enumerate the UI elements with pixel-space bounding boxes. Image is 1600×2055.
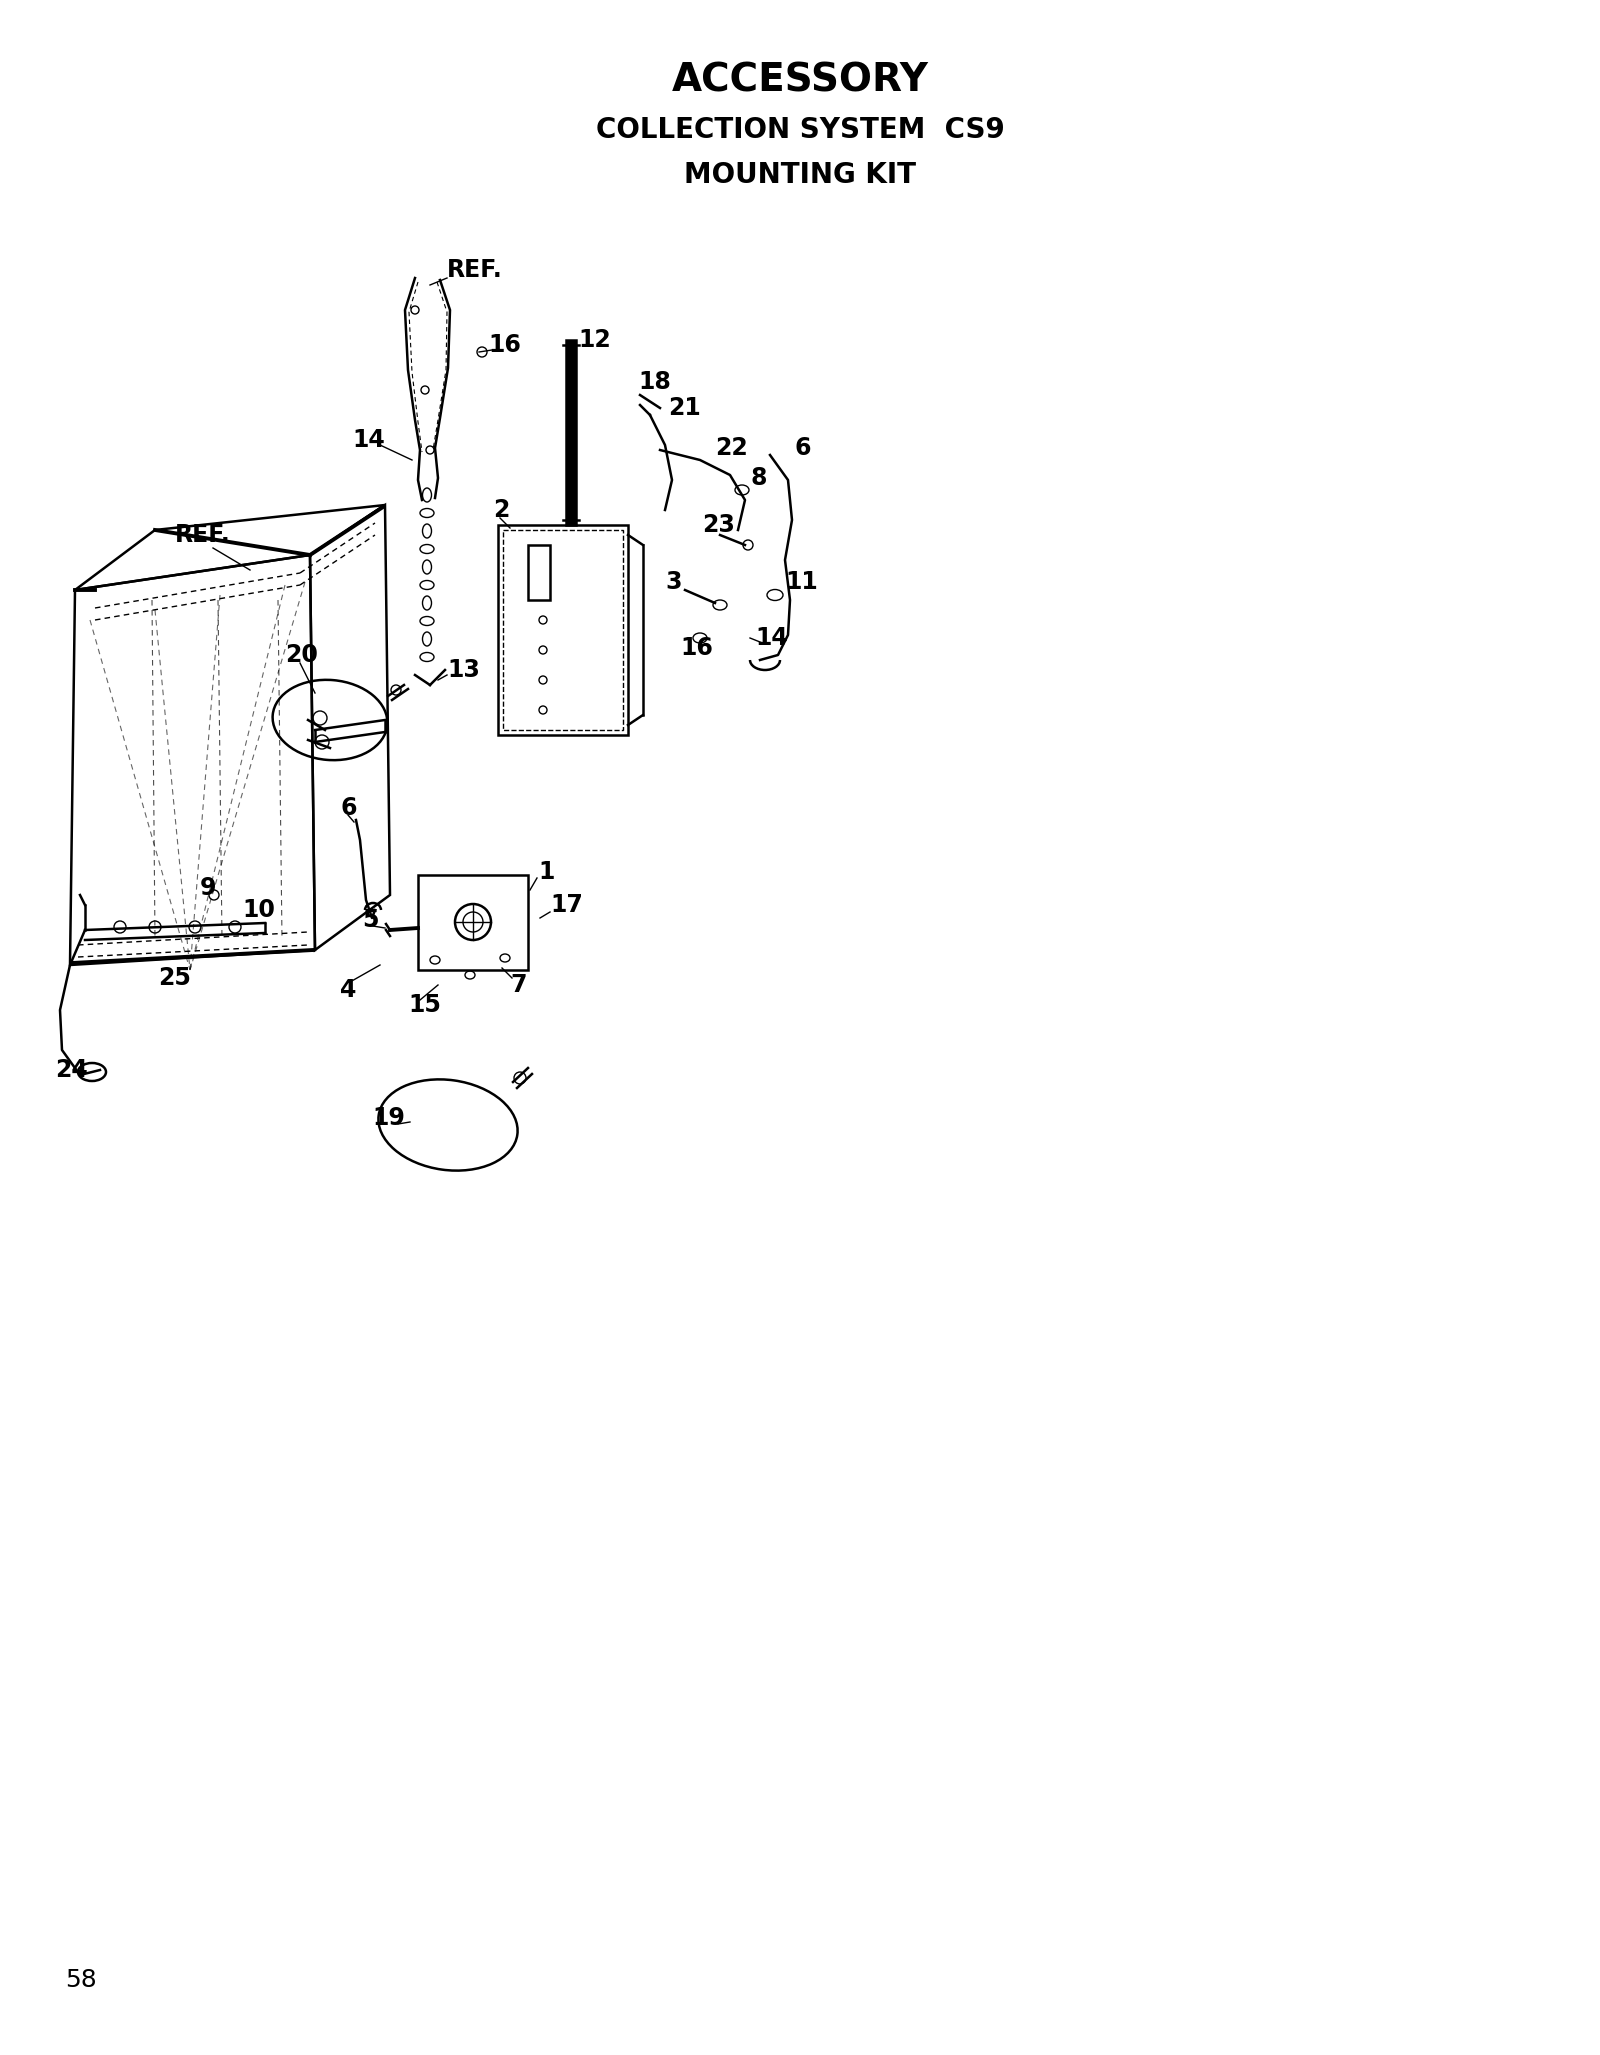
- Text: 1: 1: [538, 859, 554, 884]
- Text: 5: 5: [362, 908, 379, 933]
- Text: 24: 24: [54, 1058, 88, 1083]
- Text: 58: 58: [66, 1969, 96, 1991]
- Text: MOUNTING KIT: MOUNTING KIT: [685, 160, 915, 189]
- Text: 18: 18: [638, 370, 670, 395]
- Text: 7: 7: [510, 972, 526, 997]
- Text: 8: 8: [750, 466, 766, 489]
- Text: 17: 17: [550, 894, 582, 917]
- Text: 23: 23: [702, 514, 734, 536]
- Text: ACCESSORY: ACCESSORY: [672, 62, 928, 99]
- Text: 13: 13: [446, 658, 480, 682]
- Text: REF.: REF.: [174, 524, 230, 547]
- Bar: [418, 875, 528, 970]
- Text: 19: 19: [371, 1106, 405, 1130]
- Text: 10: 10: [242, 898, 275, 923]
- Text: 25: 25: [158, 966, 190, 991]
- Text: 3: 3: [666, 569, 682, 594]
- Text: 2: 2: [493, 497, 509, 522]
- Bar: [502, 530, 622, 730]
- Text: 22: 22: [715, 436, 747, 460]
- Text: 9: 9: [200, 875, 216, 900]
- Text: 16: 16: [488, 333, 522, 358]
- Text: 6: 6: [339, 795, 357, 820]
- Text: 14: 14: [352, 427, 384, 452]
- Text: 16: 16: [680, 635, 714, 660]
- Bar: [528, 545, 550, 600]
- Bar: [498, 524, 627, 736]
- Text: 11: 11: [786, 569, 818, 594]
- Text: 14: 14: [755, 627, 787, 649]
- Text: 4: 4: [339, 978, 357, 1003]
- Text: 15: 15: [408, 993, 442, 1017]
- Text: 6: 6: [795, 436, 811, 460]
- Text: 21: 21: [669, 397, 701, 419]
- Text: REF.: REF.: [446, 259, 502, 282]
- Text: COLLECTION SYSTEM  CS9: COLLECTION SYSTEM CS9: [595, 115, 1005, 144]
- Text: 12: 12: [578, 329, 611, 351]
- Text: 20: 20: [285, 643, 318, 668]
